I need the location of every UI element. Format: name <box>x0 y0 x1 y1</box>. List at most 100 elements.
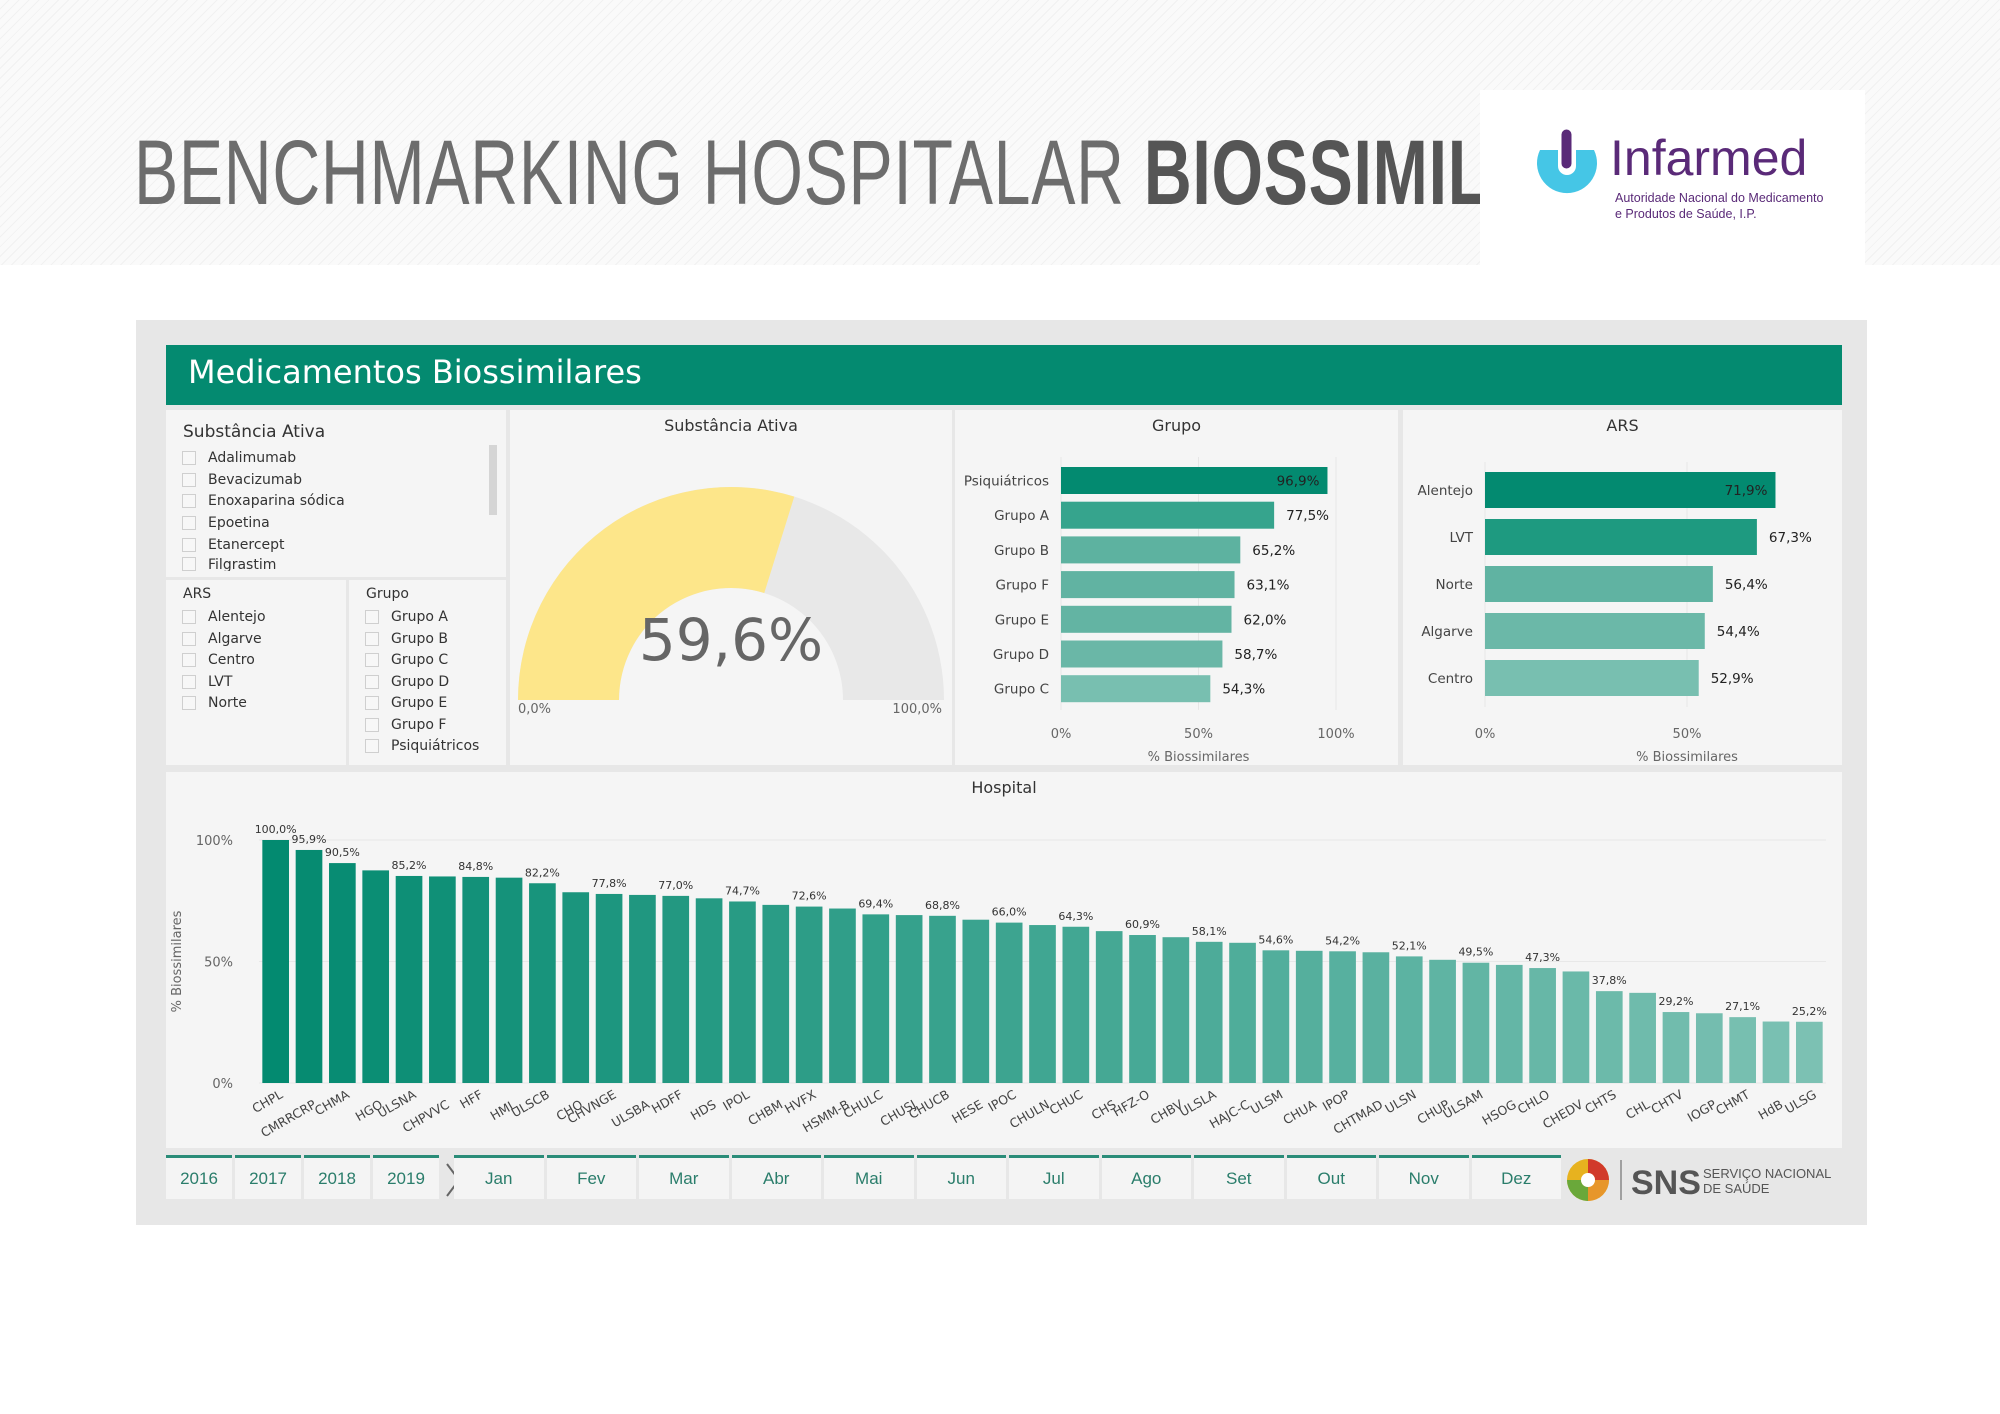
bar[interactable] <box>1061 675 1211 703</box>
bar[interactable] <box>1662 1012 1690 1083</box>
bar[interactable] <box>662 895 690 1083</box>
slicer-option[interactable]: Grupo E <box>365 693 447 713</box>
bar[interactable] <box>1695 1013 1723 1083</box>
bar[interactable] <box>862 914 890 1083</box>
bar[interactable] <box>1595 991 1623 1083</box>
bar[interactable] <box>1429 959 1456 1083</box>
bar[interactable] <box>1095 931 1123 1083</box>
month-tab[interactable]: Abr <box>731 1155 821 1199</box>
slicer-option[interactable]: Psiquiátricos <box>365 736 479 756</box>
month-tab[interactable]: Jan <box>454 1155 544 1199</box>
bar[interactable] <box>1395 956 1423 1083</box>
slicer-option[interactable]: Norte <box>182 693 247 713</box>
bar[interactable] <box>1529 968 1556 1083</box>
bar[interactable] <box>1061 640 1223 668</box>
bar[interactable] <box>429 876 456 1083</box>
bar[interactable] <box>1462 962 1490 1083</box>
bar[interactable] <box>1562 971 1590 1083</box>
checkbox[interactable] <box>365 696 379 710</box>
year-tab[interactable]: 2019 <box>373 1155 439 1199</box>
slicer-option[interactable]: Filgrastim <box>182 556 276 571</box>
slicer-scrollbar[interactable] <box>489 445 497 515</box>
year-tab[interactable]: 2016 <box>166 1155 232 1199</box>
bar[interactable] <box>729 901 756 1083</box>
bar[interactable] <box>995 922 1023 1083</box>
slicer-option[interactable]: Grupo C <box>365 650 448 670</box>
slicer-option[interactable]: Bevacizumab <box>182 470 302 490</box>
slicer-option[interactable]: Etanercept <box>182 535 285 555</box>
bar[interactable] <box>1229 942 1256 1083</box>
slicer-option[interactable]: Grupo B <box>365 629 448 649</box>
bar[interactable] <box>362 870 390 1083</box>
month-tab[interactable]: Ago <box>1101 1155 1191 1199</box>
bar[interactable] <box>962 919 990 1083</box>
checkbox[interactable] <box>182 537 196 552</box>
bar[interactable] <box>1062 926 1090 1083</box>
month-tab[interactable]: Jul <box>1009 1155 1099 1199</box>
bar[interactable] <box>1129 935 1156 1083</box>
bar[interactable] <box>1485 613 1705 649</box>
checkbox[interactable] <box>365 653 379 667</box>
month-tab[interactable]: Fev <box>546 1155 636 1199</box>
bar[interactable] <box>1162 937 1190 1083</box>
bar[interactable] <box>1195 941 1223 1083</box>
slicer-option[interactable]: Alentejo <box>182 607 266 627</box>
bar[interactable] <box>929 915 956 1083</box>
bar[interactable] <box>1485 566 1713 602</box>
checkbox[interactable] <box>182 674 196 689</box>
bar[interactable] <box>629 894 656 1083</box>
checkbox[interactable] <box>365 674 379 689</box>
bar[interactable] <box>1362 952 1390 1083</box>
checkbox[interactable] <box>182 653 196 667</box>
checkbox[interactable] <box>182 494 196 509</box>
bar[interactable] <box>1061 536 1241 564</box>
bar[interactable] <box>1762 1021 1790 1083</box>
month-tab[interactable]: Dez <box>1471 1155 1561 1199</box>
month-tab[interactable]: Out <box>1286 1155 1376 1199</box>
slicer-option[interactable]: Algarve <box>182 629 262 649</box>
checkbox[interactable] <box>365 739 379 753</box>
bar[interactable] <box>1485 472 1776 508</box>
bar[interactable] <box>1329 951 1356 1083</box>
bar[interactable] <box>1295 950 1323 1083</box>
bar[interactable] <box>562 892 590 1083</box>
bar[interactable] <box>1495 964 1523 1083</box>
checkbox[interactable] <box>182 610 196 624</box>
checkbox[interactable] <box>182 556 196 571</box>
bar[interactable] <box>1729 1017 1756 1083</box>
bar[interactable] <box>462 876 490 1083</box>
bar[interactable] <box>1061 571 1235 599</box>
slicer-option[interactable]: Grupo A <box>365 607 448 627</box>
checkbox[interactable] <box>365 610 379 624</box>
slicer-option[interactable]: Centro <box>182 650 255 670</box>
month-tab[interactable]: Nov <box>1379 1155 1469 1199</box>
month-tab[interactable]: Mar <box>639 1155 729 1199</box>
bar[interactable] <box>1262 950 1290 1083</box>
bar[interactable] <box>695 898 723 1083</box>
bar[interactable] <box>495 877 523 1083</box>
bar[interactable] <box>295 849 323 1083</box>
checkbox[interactable] <box>182 472 196 487</box>
checkbox[interactable] <box>182 451 196 465</box>
year-tab[interactable]: 2017 <box>235 1155 301 1199</box>
checkbox[interactable] <box>365 717 379 732</box>
bar[interactable] <box>1629 992 1656 1083</box>
bar[interactable] <box>395 875 423 1083</box>
bar[interactable] <box>829 908 856 1083</box>
bar[interactable] <box>262 840 290 1083</box>
month-tab[interactable]: Jun <box>916 1155 1006 1199</box>
checkbox[interactable] <box>182 631 196 646</box>
slicer-option[interactable]: Grupo F <box>365 715 446 735</box>
checkbox[interactable] <box>365 631 379 646</box>
bar[interactable] <box>595 893 623 1083</box>
bar[interactable] <box>529 883 556 1083</box>
bar[interactable] <box>1485 519 1757 555</box>
slicer-option[interactable]: Grupo D <box>365 672 449 692</box>
bar[interactable] <box>795 906 823 1083</box>
slicer-option[interactable]: Epoetina <box>182 513 270 533</box>
bar[interactable] <box>329 863 356 1083</box>
bar[interactable] <box>1029 925 1056 1083</box>
month-tab[interactable]: Set <box>1194 1155 1284 1199</box>
slicer-option[interactable]: LVT <box>182 672 232 692</box>
year-tab[interactable]: 2018 <box>304 1155 370 1199</box>
